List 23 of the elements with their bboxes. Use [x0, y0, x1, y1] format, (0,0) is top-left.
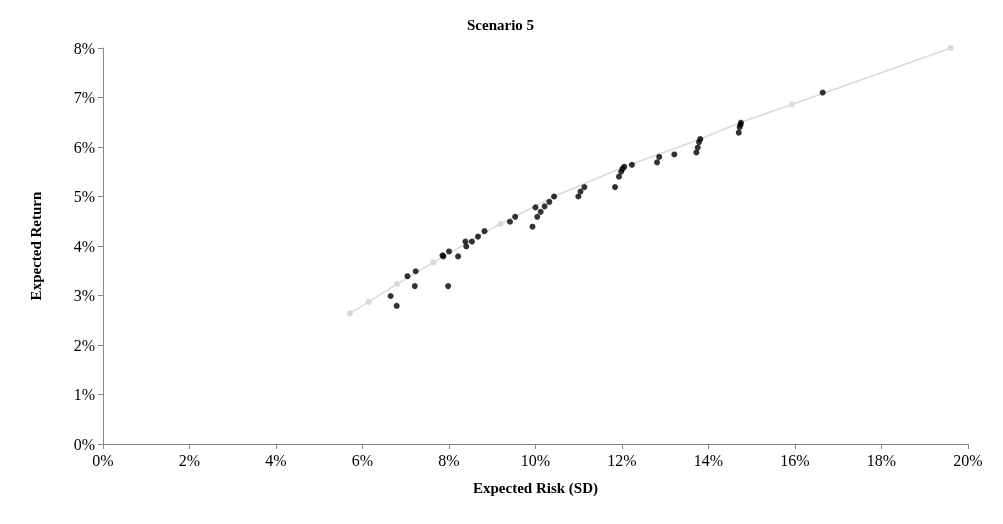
x-tick-label: 18%	[866, 451, 897, 469]
x-tick-label: 16%	[780, 451, 810, 469]
y-tick-label: 7%	[73, 89, 95, 106]
x-axis-title: Expected Risk (SD)	[472, 479, 599, 497]
chart-title: Scenario 5	[466, 16, 535, 33]
x-tick-label: 12%	[607, 451, 637, 469]
y-tick-label: 1%	[73, 386, 95, 403]
x-tick-label: 14%	[693, 451, 724, 469]
y-tick-label: 3%	[73, 287, 95, 304]
x-tick-label: 10%	[520, 451, 551, 469]
y-tick-label: 0%	[73, 435, 95, 453]
y-axis-title: Expected Return	[27, 190, 44, 301]
y-tick-label: 5%	[73, 188, 95, 205]
y-tick-label: 2%	[73, 336, 95, 354]
x-tick-label: 4%	[265, 451, 287, 469]
x-tick-label: 20%	[953, 451, 983, 469]
x-tick-label: 2%	[178, 451, 201, 469]
y-tick-label: 6%	[73, 138, 95, 156]
x-tick-label: 6%	[351, 451, 374, 469]
x-tick-label: 8%	[438, 451, 460, 469]
y-tick-label: 4%	[73, 237, 95, 255]
y-tick-label: 8%	[73, 39, 95, 57]
x-tick-label: 0%	[92, 451, 114, 469]
